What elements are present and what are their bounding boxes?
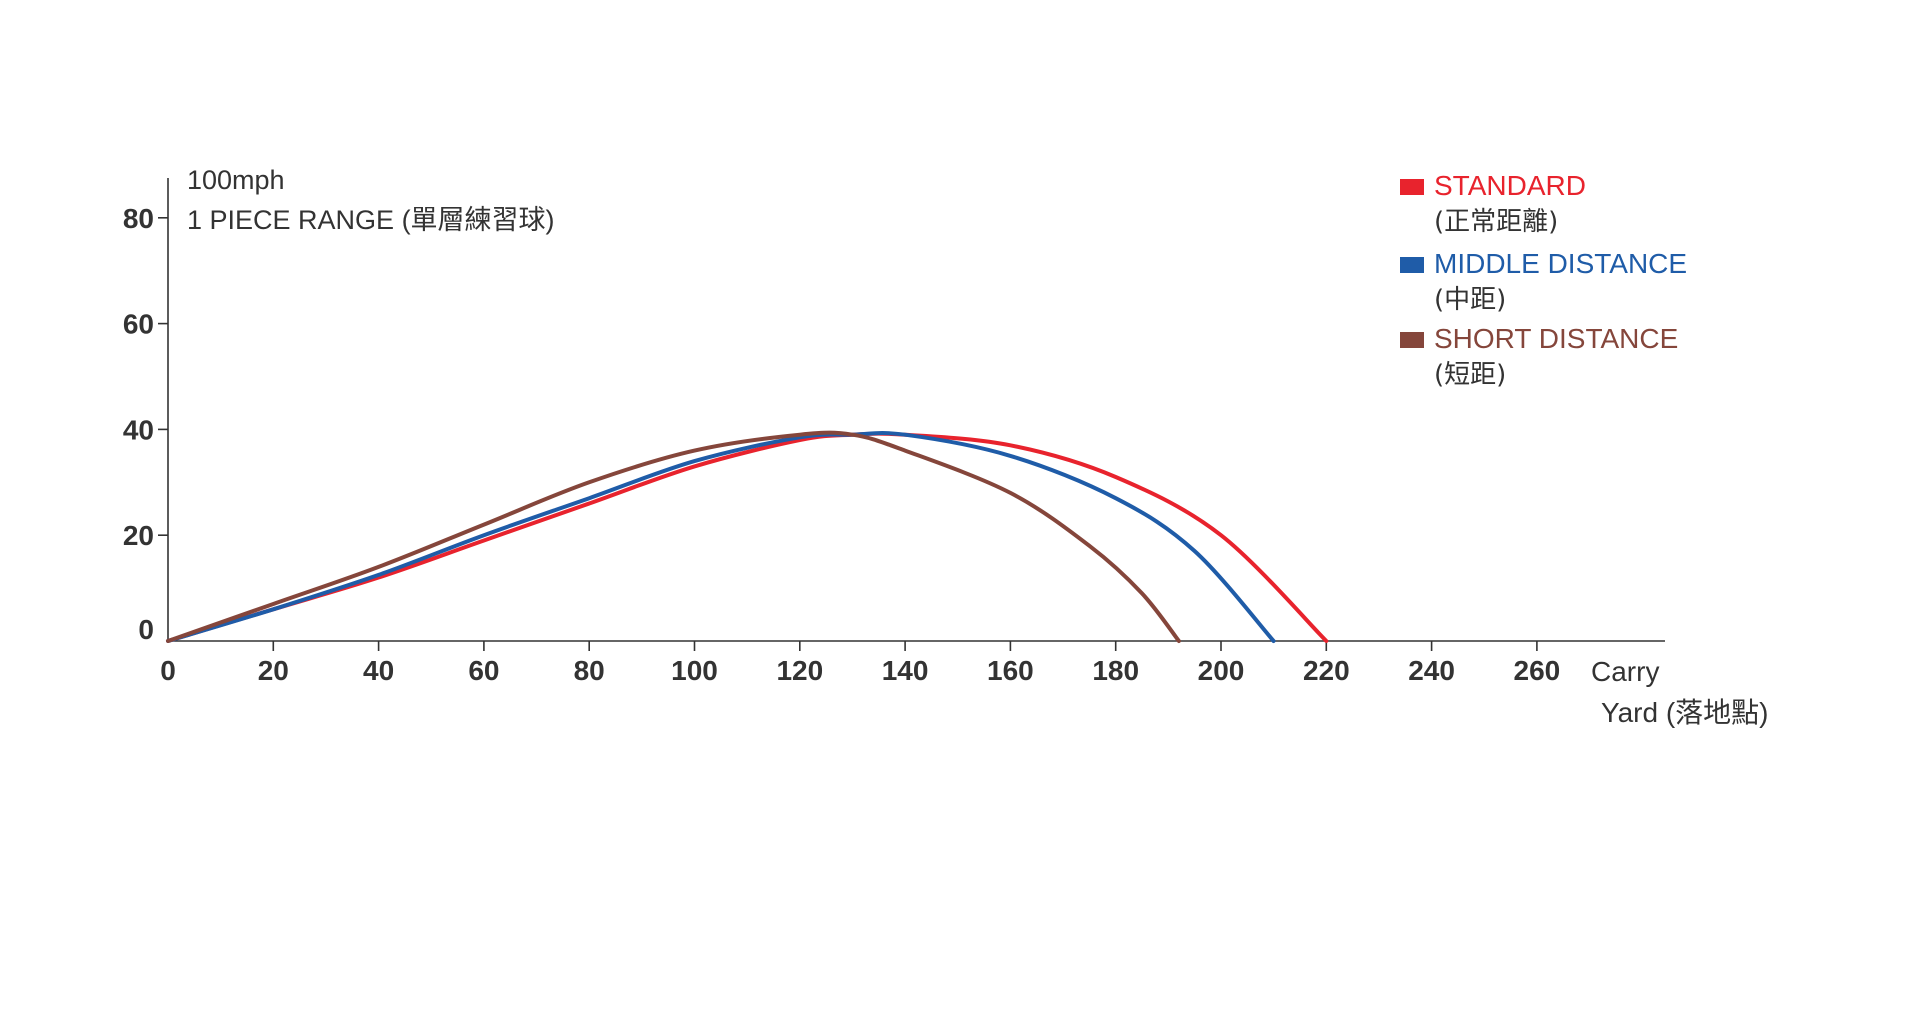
series-lines bbox=[166, 430, 1329, 643]
series-line-short-distance bbox=[166, 430, 1181, 643]
legend-label-short-distance: SHORT DISTANCE bbox=[1434, 323, 1678, 354]
legend-label-standard: STANDARD bbox=[1434, 170, 1586, 201]
x-tick-label: 160 bbox=[987, 655, 1034, 686]
legend-sublabel-middle-distance: (中距) bbox=[1434, 285, 1506, 315]
chart-annotation-speed: 100mph bbox=[187, 165, 285, 195]
y-tick-label: 80 bbox=[123, 203, 154, 234]
x-tick-label: 240 bbox=[1408, 655, 1455, 686]
y-tick-label: 60 bbox=[123, 309, 154, 340]
y-tick-label: 0 bbox=[138, 614, 154, 645]
series-line-standard bbox=[166, 431, 1329, 643]
x-tick-label: 80 bbox=[574, 655, 605, 686]
axes bbox=[167, 178, 1665, 642]
x-tick-label: 0 bbox=[160, 655, 176, 686]
series-line-middle-distance bbox=[166, 431, 1276, 643]
legend-label-middle-distance: MIDDLE DISTANCE bbox=[1434, 248, 1687, 279]
x-tick-label: 220 bbox=[1303, 655, 1350, 686]
x-axis-label-line1: Carry bbox=[1591, 656, 1659, 687]
legend: STANDARD (正常距離) MIDDLE DISTANCE (中距) SHORT D… bbox=[1400, 170, 1687, 390]
x-tick-label: 260 bbox=[1514, 655, 1561, 686]
x-tick-label: 20 bbox=[258, 655, 289, 686]
legend-sublabel-short-distance: (短距) bbox=[1434, 360, 1506, 390]
x-tick-label: 40 bbox=[363, 655, 394, 686]
x-tick-label: 100 bbox=[671, 655, 718, 686]
chart-annotation-ball-type: 1 PIECE RANGE (單層練習球) bbox=[187, 205, 555, 235]
x-tick-label: 120 bbox=[776, 655, 823, 686]
x-tick-label: 180 bbox=[1092, 655, 1139, 686]
x-tick-label: 60 bbox=[468, 655, 499, 686]
x-tick-label: 200 bbox=[1198, 655, 1245, 686]
legend-swatch-standard bbox=[1400, 179, 1424, 195]
legend-sublabel-standard: (正常距離) bbox=[1434, 207, 1558, 237]
tick-labels: 0 20 40 60 80 0 20 40 60 80 100 120 140 160 180 200 220 2… bbox=[123, 203, 1560, 686]
y-tick-label: 40 bbox=[123, 414, 154, 445]
y-tick-label: 20 bbox=[123, 520, 154, 551]
legend-swatch-middle-distance bbox=[1400, 257, 1424, 273]
x-axis-label-line2: Yard (落地點) bbox=[1601, 697, 1769, 728]
x-tick-label: 140 bbox=[882, 655, 929, 686]
legend-swatch-short-distance bbox=[1400, 332, 1424, 348]
